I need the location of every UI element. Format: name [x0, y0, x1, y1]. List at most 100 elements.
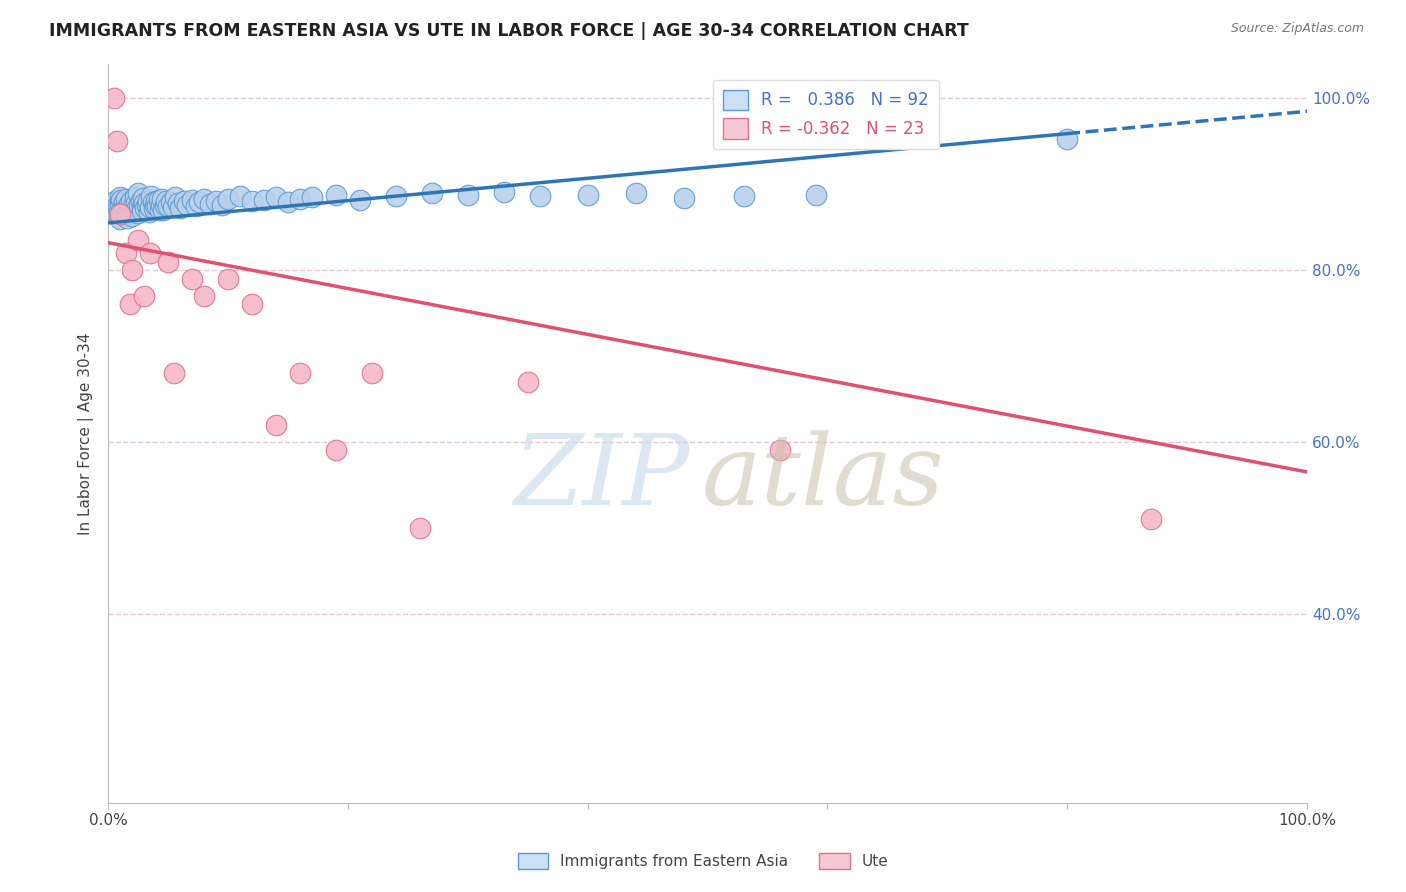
Point [141, 195, 163, 210]
Point [253, 193, 276, 207]
Point [733, 189, 755, 203]
Point [118, 206, 141, 220]
Point [134, 202, 156, 216]
Point [193, 289, 215, 303]
Point [264, 417, 287, 432]
Point [118, 297, 141, 311]
Point [128, 198, 150, 212]
Point [141, 189, 163, 203]
Point [188, 195, 211, 210]
Point [105, 134, 128, 148]
Point [159, 195, 181, 210]
Point [105, 207, 128, 221]
Point [169, 202, 191, 216]
Point [184, 199, 207, 213]
Point [166, 196, 188, 211]
Point [198, 197, 221, 211]
Point [240, 194, 263, 209]
Point [118, 201, 141, 215]
Point [181, 271, 204, 285]
Point [111, 208, 134, 222]
Point [150, 192, 173, 206]
Point [385, 189, 408, 203]
Point [181, 193, 204, 207]
Point [325, 187, 347, 202]
Point [325, 443, 347, 458]
Point [115, 192, 138, 206]
Point [103, 91, 125, 105]
Point [229, 189, 252, 203]
Point [117, 205, 139, 219]
Point [157, 199, 180, 213]
Point [1056, 132, 1078, 146]
Point [240, 297, 263, 311]
Point [122, 199, 145, 213]
Point [624, 186, 647, 200]
Point [142, 202, 165, 216]
Legend: Immigrants from Eastern Asia, Ute: Immigrants from Eastern Asia, Ute [512, 847, 894, 875]
Point [492, 185, 515, 199]
Point [349, 193, 371, 207]
Point [672, 191, 695, 205]
Point [193, 192, 215, 206]
Point [162, 201, 184, 215]
Point [136, 194, 159, 209]
Point [163, 366, 186, 380]
Point [134, 289, 156, 303]
Point [117, 197, 139, 211]
Text: atlas: atlas [702, 430, 945, 525]
Point [107, 202, 129, 216]
Text: IMMIGRANTS FROM EASTERN ASIA VS UTE IN LABOR FORCE | AGE 30-34 CORRELATION CHART: IMMIGRANTS FROM EASTERN ASIA VS UTE IN L… [49, 22, 969, 40]
Point [361, 366, 384, 380]
Point [217, 192, 239, 206]
Point [457, 187, 479, 202]
Point [264, 190, 287, 204]
Point [139, 246, 162, 260]
Point [125, 196, 148, 211]
Point [117, 211, 139, 225]
Point [124, 203, 146, 218]
Point [121, 202, 143, 217]
Point [139, 200, 162, 214]
Point [110, 193, 132, 207]
Point [155, 194, 177, 208]
Point [108, 211, 131, 226]
Point [134, 196, 156, 211]
Point [112, 203, 135, 218]
Point [152, 202, 174, 217]
Point [409, 521, 432, 535]
Point [277, 195, 299, 210]
Point [138, 204, 160, 219]
Point [143, 198, 166, 212]
Point [173, 194, 195, 209]
Legend: R =   0.386   N = 92, R = -0.362   N = 23: R = 0.386 N = 92, R = -0.362 N = 23 [713, 79, 939, 149]
Point [132, 191, 155, 205]
Point [115, 246, 138, 260]
Point [108, 207, 131, 221]
Point [149, 202, 172, 217]
Point [288, 192, 311, 206]
Point [211, 198, 233, 212]
Point [125, 202, 148, 216]
Point [288, 366, 311, 380]
Point [165, 190, 187, 204]
Point [121, 209, 143, 223]
Point [148, 193, 170, 207]
Point [149, 198, 172, 212]
Point [127, 233, 149, 247]
Point [205, 194, 228, 209]
Point [1140, 512, 1163, 526]
Text: ZIP: ZIP [513, 430, 689, 525]
Point [157, 254, 180, 268]
Point [576, 188, 599, 202]
Point [146, 199, 169, 213]
Point [768, 443, 790, 458]
Point [153, 198, 176, 212]
Point [124, 190, 146, 204]
Point [104, 194, 127, 209]
Y-axis label: In Labor Force | Age 30-34: In Labor Force | Age 30-34 [79, 332, 94, 534]
Point [112, 195, 135, 210]
Point [121, 263, 143, 277]
Point [108, 204, 131, 219]
Point [108, 190, 131, 204]
